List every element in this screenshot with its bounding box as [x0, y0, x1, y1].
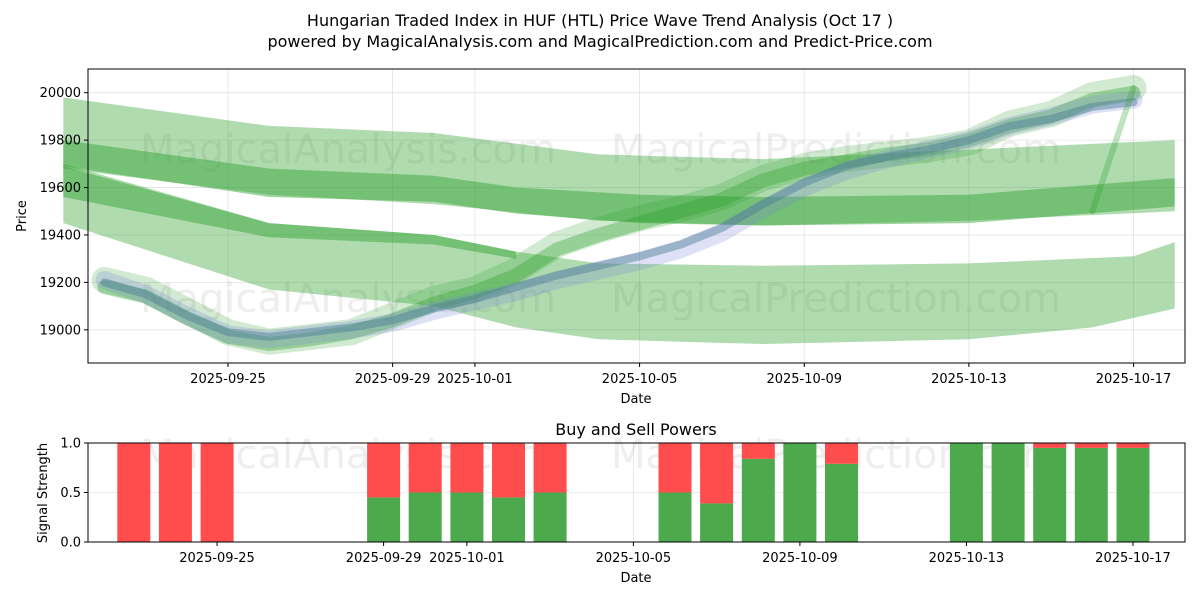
sell-bar — [1116, 443, 1150, 448]
buy-bar — [1116, 447, 1150, 542]
powers-x-ticks: 2025-09-25 2025-09-29 2025-10-01 2025-10-05… — [179, 542, 1171, 566]
buy-bar — [533, 492, 567, 542]
sell-bar — [492, 443, 525, 498]
watermark-3: MagicalAnalysis.com — [140, 276, 556, 322]
chart-subtitle: powered by MagicalAnalysis.com and Magic… — [267, 32, 932, 51]
x-tick-label: 2025-10-01 — [437, 372, 513, 387]
price-y-label: Price — [15, 200, 30, 232]
powers-y-ticks: 0.0 0.5 1.0 — [60, 437, 88, 551]
buy-bar — [367, 497, 401, 542]
sell-bar — [158, 443, 192, 542]
price-series-line-4 — [100, 98, 1138, 341]
price-x-label: Date — [620, 392, 651, 407]
x-tick-label: 2025-09-29 — [355, 372, 431, 387]
x-tick-label: 2025-10-13 — [931, 372, 1007, 387]
sell-bar — [700, 443, 734, 504]
x-tick-label: 2025-10-05 — [602, 372, 678, 387]
price-series-line-3 — [95, 90, 1143, 349]
powers-y-tick-label: 1.0 — [60, 437, 81, 452]
powers-x-tick-label: 2025-10-13 — [929, 551, 1005, 566]
buy-bar — [408, 492, 442, 542]
price-grid — [88, 69, 1185, 363]
buy-bar — [450, 492, 484, 542]
sell-bar — [741, 443, 775, 459]
sell-bar — [825, 443, 858, 464]
powers-x-tick-label: 2025-10-09 — [762, 551, 838, 566]
price-watermarks: MagicalAnalysis.com MagicalPrediction.co… — [140, 127, 1061, 322]
sell-bar — [117, 443, 151, 542]
sell-bar — [533, 443, 567, 493]
price-x-ticks: 2025-09-25 2025-09-29 2025-10-01 2025-10-05… — [190, 363, 1171, 387]
x-tick-label: 2025-10-17 — [1096, 372, 1172, 387]
powers-title: Buy and Sell Powers — [555, 420, 717, 439]
watermark-4: MagicalPrediction.com — [611, 276, 1061, 322]
powers-x-tick-label: 2025-10-17 — [1095, 551, 1171, 566]
buy-bar — [492, 497, 525, 542]
sell-bar — [367, 443, 401, 498]
y-tick-label: 20000 — [40, 86, 81, 101]
buy-bar — [1033, 447, 1067, 542]
watermark-2: MagicalPrediction.com — [611, 127, 1061, 173]
buy-bar — [700, 503, 734, 542]
watermark-1: MagicalAnalysis.com — [140, 127, 556, 173]
powers-x-tick-label: 2025-10-01 — [429, 551, 505, 566]
trend-bands — [63, 97, 1175, 344]
sell-bar — [1074, 443, 1108, 448]
sell-bar — [658, 443, 692, 493]
powers-x-tick-label: 2025-10-05 — [596, 551, 672, 566]
chart-title: Hungarian Traded Index in HUF (HTL) Pric… — [307, 11, 893, 30]
price-series-line-2 — [97, 85, 1141, 351]
powers-x-tick-label: 2025-09-25 — [179, 551, 255, 566]
trend-band-3 — [63, 140, 1175, 226]
y-tick-label: 19600 — [40, 181, 81, 196]
y-tick-label: 19200 — [40, 276, 81, 291]
powers-y-label: Signal Strength — [36, 443, 51, 543]
sell-bar — [450, 443, 484, 493]
buy-bar — [991, 443, 1025, 542]
y-tick-label: 19000 — [40, 323, 81, 338]
price-y-ticks: 19000 19200 19400 19600 19800 20000 — [40, 86, 88, 338]
trend-band-1 — [63, 97, 1175, 226]
powers-bars — [117, 443, 1150, 542]
sell-bar — [200, 443, 234, 542]
buy-bar — [783, 443, 817, 542]
powers-x-tick-label: 2025-09-29 — [346, 551, 422, 566]
buy-bar — [741, 458, 775, 542]
sell-bar — [1033, 443, 1067, 448]
powers-y-tick-label: 0.5 — [60, 486, 81, 501]
trend-band-2 — [63, 163, 1175, 344]
powers-x-label: Date — [620, 571, 651, 586]
x-tick-label: 2025-09-25 — [190, 372, 266, 387]
price-series-line-5 — [1089, 85, 1137, 215]
buy-bar — [658, 492, 692, 542]
buy-bar — [1074, 447, 1108, 542]
y-tick-label: 19800 — [40, 134, 81, 149]
sell-bar — [408, 443, 442, 493]
price-series-line-1 — [91, 75, 1147, 355]
buy-bar — [949, 443, 983, 542]
powers-y-tick-label: 0.0 — [60, 536, 81, 551]
price-series — [91, 75, 1147, 355]
x-tick-label: 2025-10-09 — [766, 372, 842, 387]
buy-bar — [825, 463, 858, 542]
trend-band-4 — [63, 166, 517, 259]
y-tick-label: 19400 — [40, 228, 81, 243]
price-plot-frame — [87, 68, 1186, 364]
